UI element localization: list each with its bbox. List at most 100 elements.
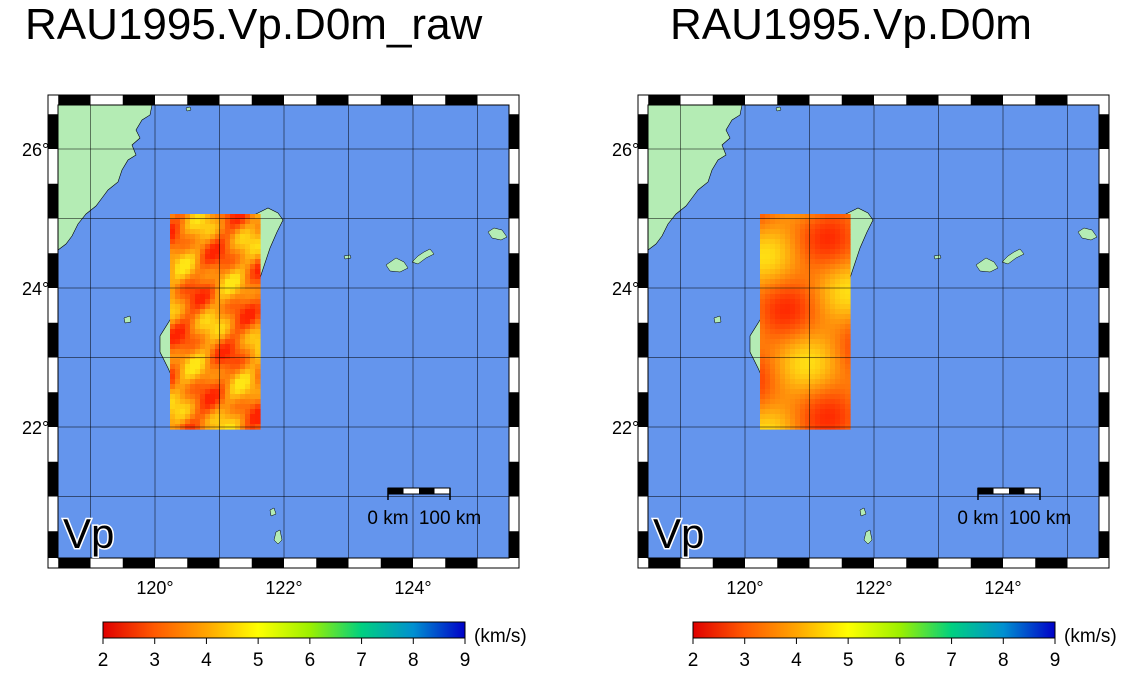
small-island <box>863 529 873 545</box>
small-island <box>269 507 277 517</box>
frame-tick <box>648 558 681 568</box>
small-island <box>343 254 352 260</box>
frame-tick <box>712 95 745 105</box>
frame-tick <box>1099 183 1109 219</box>
colorbar-unit: (km/s) <box>474 626 527 647</box>
frame-tick <box>48 531 58 558</box>
velocity-field <box>760 214 851 430</box>
small-island <box>933 254 942 260</box>
colorbar-tick-label: 6 <box>305 650 316 671</box>
frame-tick <box>122 95 155 105</box>
frame-tick <box>638 392 648 427</box>
longitude-tick-label: 124° <box>394 578 431 598</box>
mainland-coast <box>648 105 743 251</box>
small-island <box>123 315 132 324</box>
graticule <box>648 105 1099 558</box>
frame-tick <box>251 95 284 105</box>
frame-tick <box>777 95 810 105</box>
outer-border <box>47 94 520 569</box>
map-label: Vp <box>63 510 114 557</box>
frame-tick <box>638 531 648 558</box>
colorbar-tick-label: 4 <box>791 650 802 671</box>
colorbar-tick-label: 7 <box>946 650 957 671</box>
small-island <box>185 106 192 112</box>
longitude-tick-label: 122° <box>265 578 302 598</box>
frame-tick <box>122 558 155 568</box>
frame-tick <box>1099 253 1109 288</box>
map-frame <box>637 94 1110 569</box>
graticule <box>58 105 509 558</box>
frame-tick <box>58 95 91 105</box>
frame-tick <box>509 253 519 288</box>
small-island <box>273 529 283 545</box>
frame-tick <box>509 322 519 358</box>
frame-tick <box>1099 114 1109 149</box>
colorbar-gradient <box>102 621 466 639</box>
colorbar-tick-label: 2 <box>688 650 699 671</box>
frame-tick <box>445 95 478 105</box>
frame-tick <box>1099 322 1109 358</box>
frame-tick <box>48 461 58 497</box>
colorbar-tick-label: 8 <box>998 650 1009 671</box>
colorbar-tick-label: 4 <box>201 650 212 671</box>
frame-tick <box>251 558 284 568</box>
map-title: RAU1995.Vp.D0m <box>670 0 1032 49</box>
map-panel-raw: RAU1995.Vp.D0m_raw 26° 24° 22° 120° 122° 124°… <box>0 0 560 679</box>
small-island <box>713 315 722 324</box>
latitude-tick-label: 26° <box>612 140 639 160</box>
small-island <box>859 507 867 517</box>
colorbar-gradient <box>692 621 1056 639</box>
mainland-coast <box>58 105 153 251</box>
frame-tick <box>777 558 810 568</box>
map-frame <box>47 94 520 569</box>
colorbar-tick-label: 9 <box>1050 650 1061 671</box>
frame-tick <box>509 392 519 427</box>
map-title: RAU1995.Vp.D0m_raw <box>25 0 483 49</box>
frame-tick <box>48 253 58 288</box>
longitude-tick-label: 120° <box>136 578 173 598</box>
scale-bar: 0 km 100 km <box>957 487 1071 529</box>
ocean-area <box>58 105 509 558</box>
colorbar-tick-label: 7 <box>356 650 367 671</box>
frame-tick <box>841 558 874 568</box>
inner-border <box>647 104 1100 559</box>
frame-tick <box>638 322 648 358</box>
ocean-area <box>648 105 1099 558</box>
latitude-tick-label: 22° <box>22 418 49 438</box>
scale-bar: 0 km 100 km <box>367 487 481 529</box>
colorbar: 2 3 4 5 6 7 8 9(km/s) <box>98 621 527 671</box>
colorbar-tick-label: 5 <box>253 650 264 671</box>
frame-tick <box>638 253 648 288</box>
small-island <box>1001 248 1025 265</box>
frame-tick <box>841 95 874 105</box>
map-figure: 26° 24° 22° 120° 122° 124° 0 km 100 km Vp 2 3 4 5 6 7 8… <box>22 94 527 671</box>
colorbar-tick-label: 6 <box>895 650 906 671</box>
map-figure: 26° 24° 22° 120° 122° 124° 0 km 100 km Vp 2 3 4 5 6 7 8… <box>612 94 1117 671</box>
frame-tick <box>380 95 413 105</box>
frame-tick <box>509 183 519 219</box>
frame-tick <box>316 558 349 568</box>
frame-tick <box>638 183 648 219</box>
frame-tick <box>509 461 519 497</box>
frame-tick <box>1099 531 1109 558</box>
map-layers <box>648 105 1099 558</box>
frame-tick <box>638 114 648 149</box>
frame-tick <box>970 95 1003 105</box>
longitude-tick-label: 120° <box>726 578 763 598</box>
colorbar-tick-label: 9 <box>460 650 471 671</box>
colorbar-tick-label: 2 <box>98 650 109 671</box>
frame-tick <box>906 95 939 105</box>
frame-tick <box>1035 95 1068 105</box>
frame-tick <box>638 461 648 497</box>
outer-border <box>637 94 1110 569</box>
frame-tick <box>509 531 519 558</box>
frame-tick <box>970 558 1003 568</box>
frame-tick <box>316 95 349 105</box>
small-island <box>975 257 999 273</box>
frame-tick <box>380 558 413 568</box>
small-island <box>775 106 782 112</box>
frame-tick <box>906 558 939 568</box>
frame-tick <box>48 114 58 149</box>
latitude-tick-label: 22° <box>612 418 639 438</box>
small-island <box>411 248 435 265</box>
